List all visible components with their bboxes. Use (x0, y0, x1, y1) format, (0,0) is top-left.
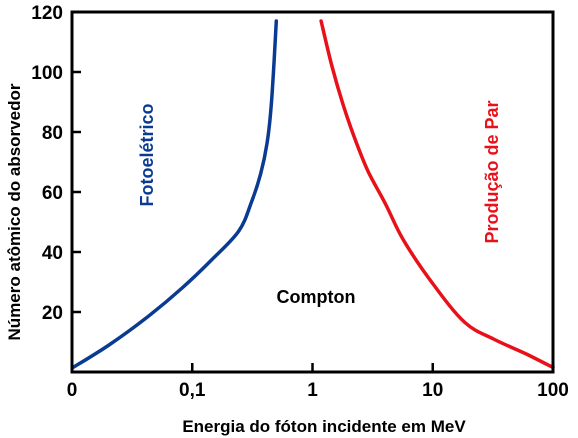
y-tick-label: 100 (31, 63, 63, 84)
annotation-compton: Compton (277, 287, 356, 307)
x-tick-label: 0,1 (179, 380, 206, 401)
y-tick-label: 20 (42, 303, 63, 324)
x-tick-label: 1 (307, 380, 318, 401)
fotoeletrico-curve (71, 19, 279, 370)
x-tick-label: 10 (422, 380, 443, 401)
x-tick-label: 0 (67, 380, 78, 401)
x-axis-title: Energia do fóton incidente em MeV (182, 417, 466, 436)
y-tick-label: 60 (42, 183, 63, 204)
y-tick-label: 80 (42, 123, 63, 144)
y-tick-label: 120 (31, 3, 63, 24)
x-tick-label: 100 (537, 380, 569, 401)
annotation-fotoeletrico: Fotoelétrico (137, 103, 157, 206)
y-axis-title: Número atômico do absorvedor (5, 83, 24, 340)
producao-de-par-curve (319, 19, 555, 370)
annotation-producao-de-par: Produção de Par (482, 100, 502, 243)
y-tick-label: 40 (42, 243, 63, 264)
